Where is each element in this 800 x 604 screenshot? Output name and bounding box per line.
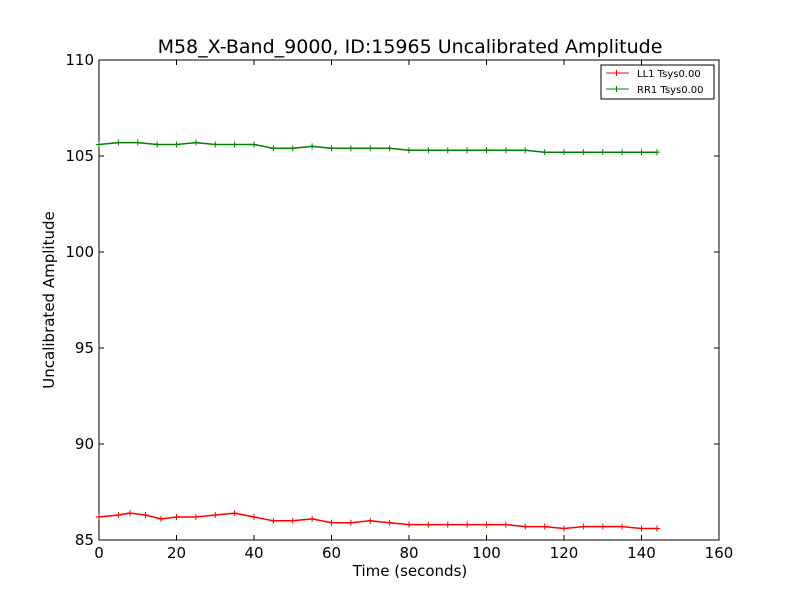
data-point (522, 523, 529, 530)
data-point (619, 149, 626, 156)
data-point (127, 510, 133, 517)
data-point (134, 139, 141, 146)
data-point (309, 515, 316, 522)
data-point (192, 513, 199, 520)
data-point (406, 147, 412, 154)
y-tick-label: 95 (75, 339, 94, 357)
data-point (619, 523, 626, 530)
data-point (406, 521, 412, 528)
x-tick-label: 60 (322, 544, 341, 562)
series-rr1 (96, 139, 660, 156)
data-point (599, 523, 606, 530)
series-line (98, 141, 657, 153)
series-layer (96, 139, 660, 532)
y-axis-label: Uncalibrated Amplitude (40, 211, 58, 388)
data-point (289, 517, 296, 524)
legend-marker-rr1 (613, 86, 620, 92)
legend: LL1 Tsys0.00 RR1 Tsys0.00 (600, 64, 715, 100)
data-point (599, 149, 606, 156)
legend-marker-ll1 (613, 70, 620, 76)
data-point (483, 521, 490, 528)
data-point (561, 525, 567, 532)
data-point (386, 145, 393, 152)
data-point (425, 521, 432, 528)
x-tick-label: 80 (399, 544, 418, 562)
data-point (654, 149, 660, 156)
data-point (541, 523, 548, 530)
data-point (638, 525, 645, 532)
data-point (251, 513, 257, 520)
data-point (638, 149, 645, 156)
data-point (96, 141, 102, 148)
x-tick-label: 100 (472, 544, 501, 562)
data-point (367, 145, 374, 152)
y-tick-label: 85 (75, 531, 94, 549)
data-point (522, 147, 529, 154)
x-tick-label: 160 (705, 544, 734, 562)
chart-title: M58_X-Band_9000, ID:15965 Uncalibrated A… (158, 36, 663, 58)
legend-box (600, 64, 715, 100)
x-tick-label: 120 (550, 544, 579, 562)
data-point (580, 523, 587, 530)
x-tick-label: 140 (627, 544, 656, 562)
data-point (425, 147, 432, 154)
data-point (541, 149, 548, 156)
y-tick-label: 90 (75, 435, 94, 453)
y-tick-label: 100 (65, 243, 94, 261)
data-point (309, 143, 316, 150)
data-point (328, 145, 335, 152)
data-point (328, 519, 335, 526)
data-point (142, 512, 149, 519)
y-tick-label: 110 (65, 51, 94, 69)
data-point (96, 513, 102, 520)
data-point (192, 139, 199, 146)
data-point (115, 512, 122, 519)
data-point (580, 149, 587, 156)
data-point (561, 149, 567, 156)
y-axis: 85 90 95 100 105 110 (65, 51, 719, 549)
data-point (347, 145, 354, 152)
data-point (464, 521, 471, 528)
data-point (386, 519, 393, 526)
data-point (212, 141, 219, 148)
data-point (154, 141, 161, 148)
data-point (173, 513, 180, 520)
data-point (173, 141, 180, 148)
data-point (270, 517, 277, 524)
data-point (251, 141, 257, 148)
data-point (347, 519, 354, 526)
data-point (464, 147, 471, 154)
data-point (483, 147, 490, 154)
legend-label-ll1: LL1 Tsys0.00 (637, 69, 701, 80)
series-ll1 (96, 510, 660, 532)
data-point (212, 512, 219, 519)
data-point (270, 145, 277, 152)
data-point (158, 515, 164, 522)
data-point (115, 139, 122, 146)
legend-label-rr1: RR1 Tsys0.00 (637, 85, 704, 96)
y-tick-label: 105 (65, 147, 94, 165)
data-point (444, 521, 451, 528)
data-point (502, 147, 509, 154)
x-tick-label: 20 (167, 544, 186, 562)
data-point (231, 141, 238, 148)
data-point (289, 145, 296, 152)
data-point (367, 517, 374, 524)
data-point (444, 147, 451, 154)
data-point (231, 510, 238, 517)
x-tick-label: 40 (244, 544, 263, 562)
x-axis-label: Time (seconds) (352, 562, 468, 580)
x-axis: 0 20 40 60 80 100 120 140 160 (94, 60, 733, 562)
data-point (654, 525, 660, 532)
x-tick-label: 0 (94, 544, 104, 562)
data-point (502, 521, 509, 528)
